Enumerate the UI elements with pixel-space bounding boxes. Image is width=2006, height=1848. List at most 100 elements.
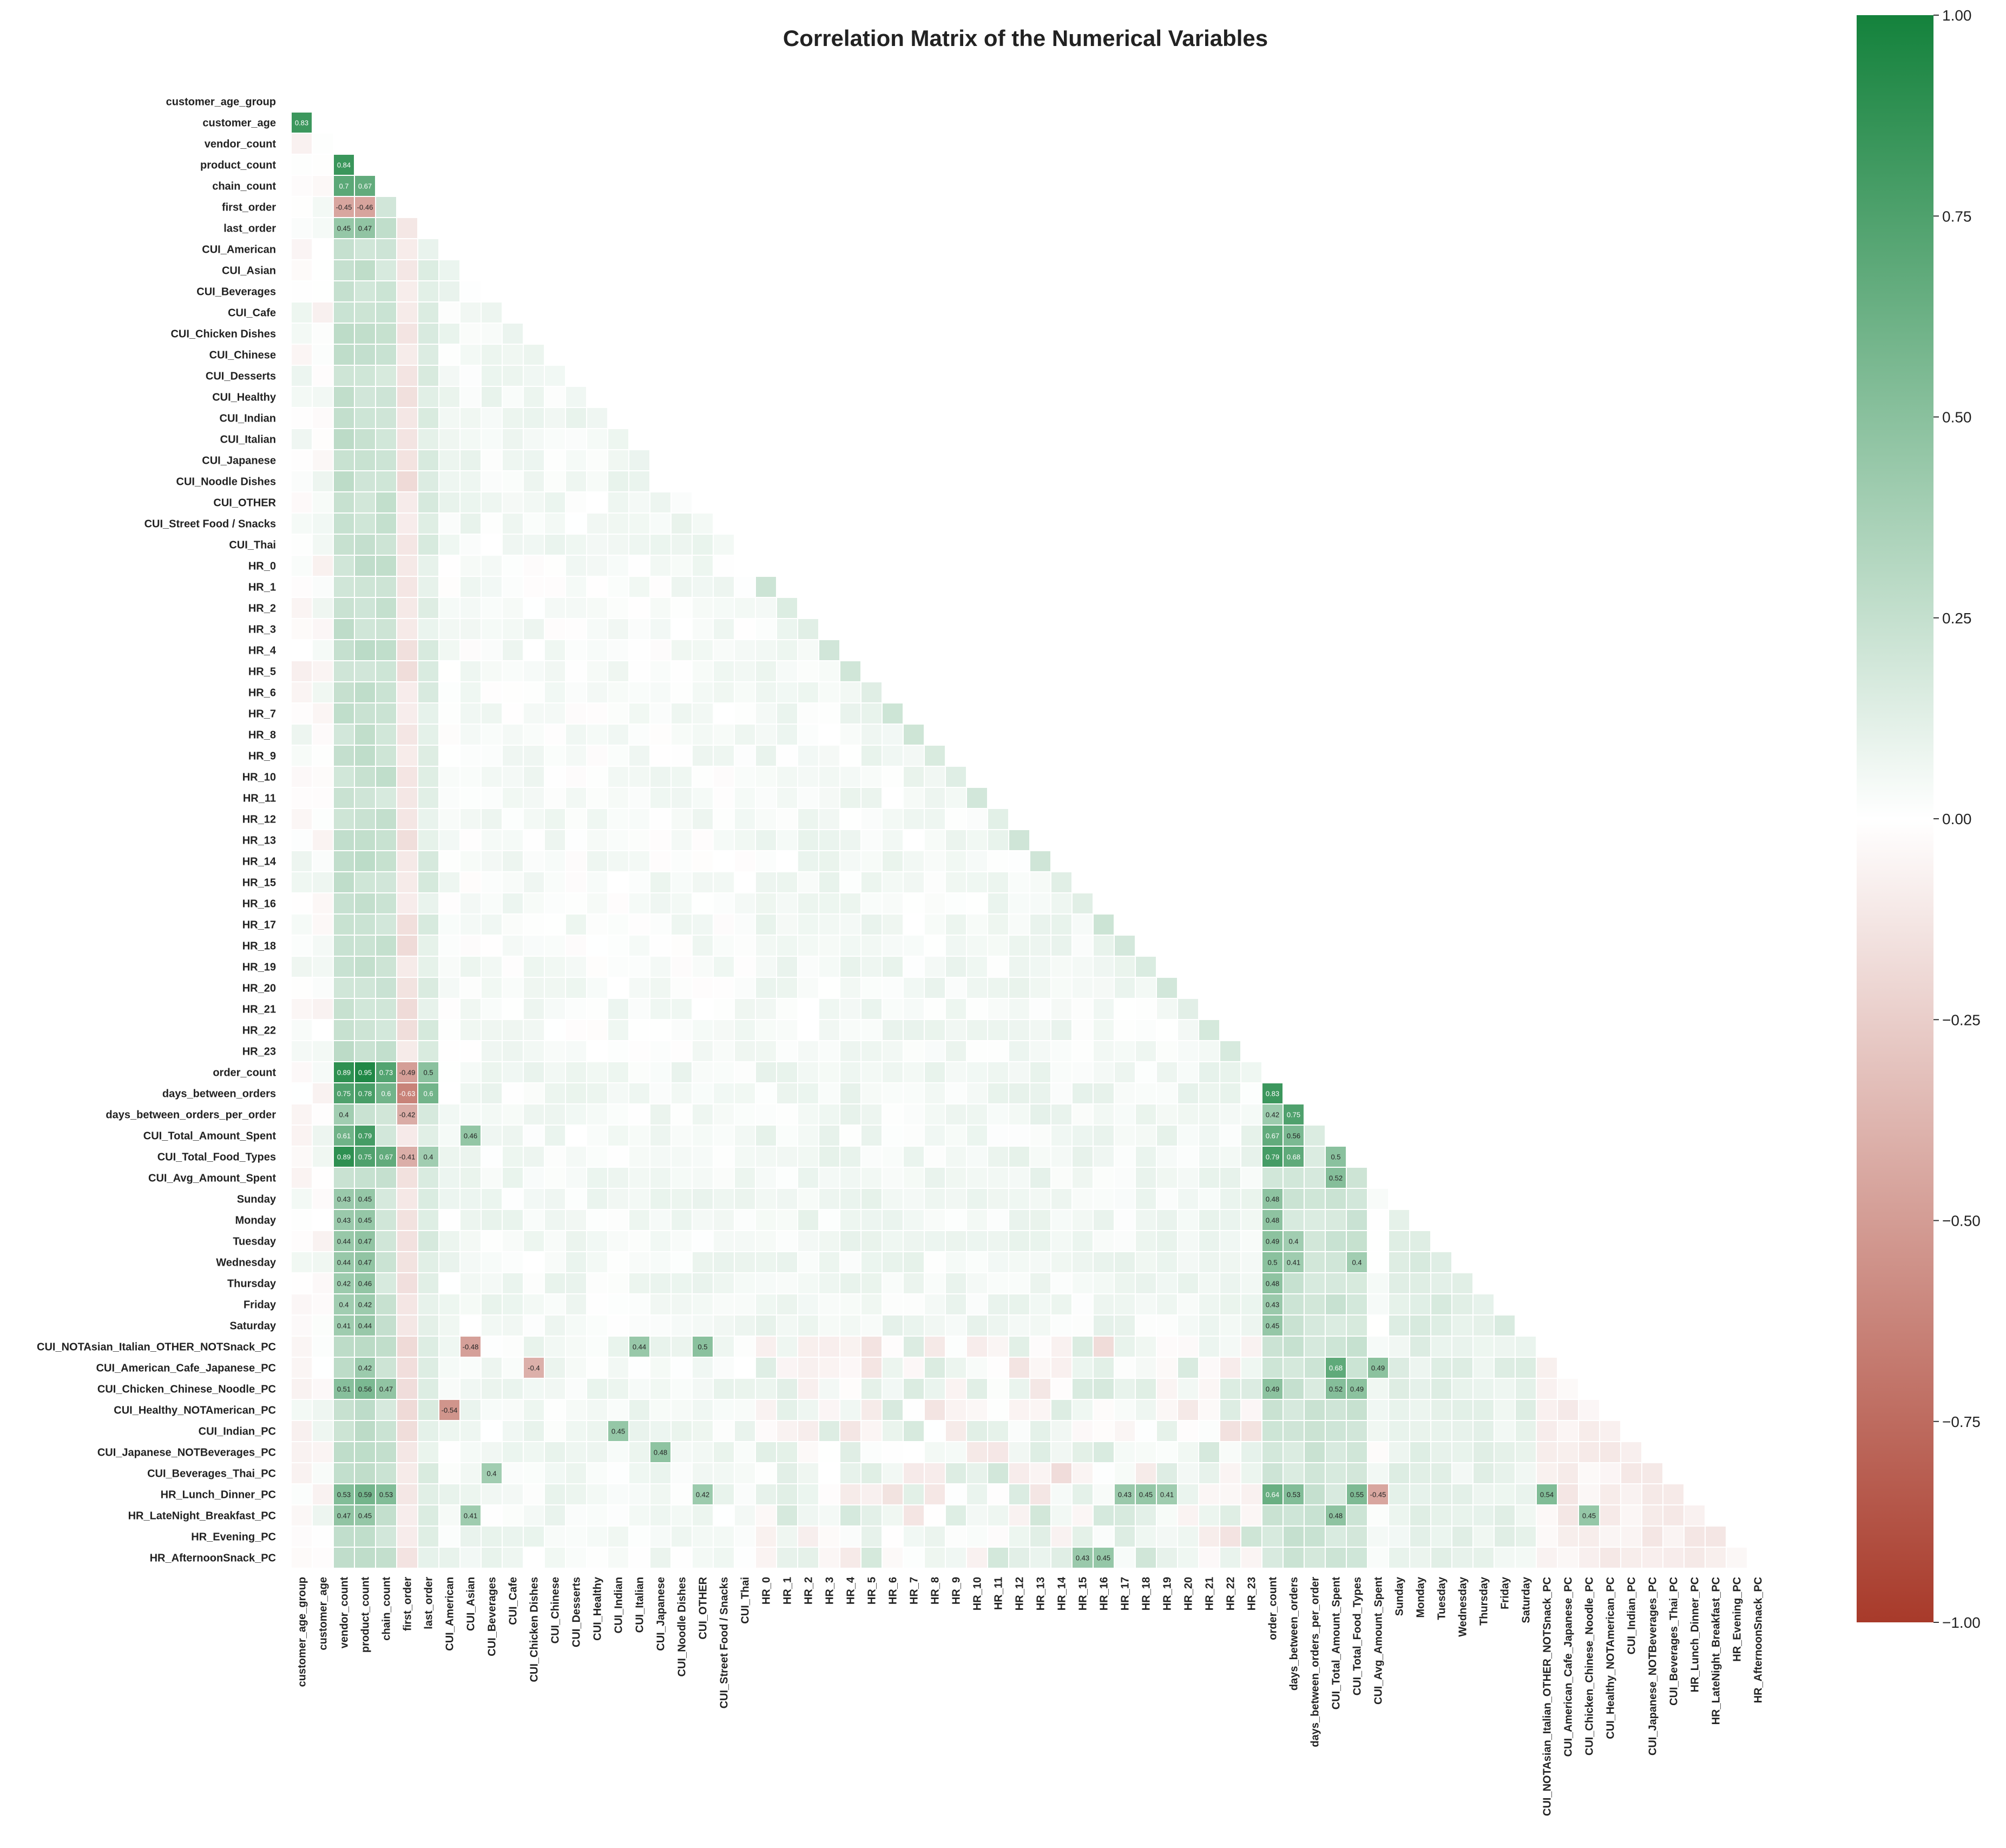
- heatmap-cell: [755, 1251, 777, 1273]
- heatmap-cell: [291, 449, 313, 471]
- heatmap-cell: [607, 1525, 629, 1548]
- column-label-cui-thai: CUI_Thai: [740, 1577, 752, 1624]
- heatmap-cell: [818, 1420, 840, 1442]
- heatmap-cell: [692, 618, 714, 640]
- heatmap-cell: [354, 913, 376, 936]
- heatmap-cell: [924, 1124, 946, 1147]
- heatmap-cell: [776, 829, 798, 851]
- heatmap-cell: [945, 829, 967, 851]
- heatmap-cell: [755, 681, 777, 703]
- heatmap-cell: [628, 1103, 650, 1126]
- heatmap-cell: [903, 1357, 925, 1379]
- heatmap-cell: [903, 892, 925, 915]
- heatmap-cell: [1282, 1209, 1305, 1231]
- heatmap-cell: [438, 1420, 461, 1442]
- heatmap-cell: [734, 1293, 756, 1316]
- heatmap-cell: [333, 1504, 355, 1527]
- heatmap-cell: [649, 702, 672, 725]
- heatmap-cell: [755, 1336, 777, 1358]
- heatmap-cell: [966, 1293, 988, 1316]
- heatmap-cell: [776, 681, 798, 703]
- heatmap-cell: [438, 1019, 461, 1041]
- heatmap-cell: [1029, 871, 1051, 893]
- heatmap-cell: [1156, 1336, 1178, 1358]
- heatmap-cell: [502, 597, 524, 619]
- heatmap-cell: [1240, 1230, 1262, 1252]
- heatmap-cell: [670, 1188, 693, 1210]
- heatmap-cell: [1198, 1124, 1220, 1147]
- heatmap-cell: [375, 386, 397, 408]
- heatmap-cell: [713, 1061, 735, 1083]
- heatmap-cell: [924, 829, 946, 851]
- heatmap-cell: [586, 1547, 608, 1569]
- heatmap-cell: [818, 892, 840, 915]
- heatmap-cell: [1071, 1272, 1094, 1294]
- heatmap-cell: [291, 618, 313, 640]
- heatmap-cell: [1050, 1483, 1073, 1505]
- heatmap-cell: [333, 1441, 355, 1463]
- heatmap-cell: [417, 850, 439, 872]
- heatmap-cell: [544, 1167, 566, 1189]
- heatmap-cell: [565, 534, 587, 556]
- heatmap-cell: [713, 1230, 735, 1252]
- heatmap-cell: [1029, 1103, 1051, 1126]
- heatmap-cell: [1388, 1293, 1410, 1316]
- heatmap-cell: [713, 1019, 735, 1041]
- heatmap-cell: [945, 1336, 967, 1358]
- heatmap-cell: [1282, 1336, 1305, 1358]
- heatmap-cell: [312, 196, 334, 218]
- heatmap-cell: [438, 1188, 461, 1210]
- heatmap-cell: [1029, 1167, 1051, 1189]
- heatmap-cell: [797, 660, 819, 682]
- heatmap-cell: [755, 724, 777, 746]
- heatmap-cell: [924, 1167, 946, 1189]
- heatmap-cell: [903, 787, 925, 809]
- heatmap-cell: [607, 1483, 629, 1505]
- heatmap-cell: [882, 1061, 904, 1083]
- heatmap-cell: [1599, 1504, 1621, 1527]
- heatmap-cell: [1472, 1462, 1495, 1484]
- heatmap-cell: [459, 323, 482, 345]
- heatmap-cell: [903, 1272, 925, 1294]
- heatmap-cell: [860, 1504, 883, 1527]
- row-label-hr-23: HR_23: [242, 1046, 276, 1058]
- heatmap-cell: [1008, 1314, 1030, 1337]
- heatmap-cell: [1198, 1188, 1220, 1210]
- heatmap-cell: [523, 1462, 545, 1484]
- heatmap-cell: [1198, 1230, 1220, 1252]
- heatmap-cell: [354, 555, 376, 577]
- heatmap-cell: [291, 1209, 313, 1231]
- heatmap-cell: [502, 956, 524, 978]
- heatmap-cell: [375, 407, 397, 429]
- heatmap-cell: [818, 1483, 840, 1505]
- heatmap-cell: [333, 829, 355, 851]
- heatmap-cell: [417, 808, 439, 830]
- cell-value-label: 0.53: [337, 1491, 351, 1499]
- cell-value-label: 0.42: [696, 1491, 709, 1499]
- heatmap-cell: [1093, 1019, 1115, 1041]
- heatmap-cell: [1093, 998, 1115, 1020]
- heatmap-cell: [924, 998, 946, 1020]
- heatmap-cell: [903, 766, 925, 788]
- heatmap-cell: [797, 829, 819, 851]
- cell-value-label: 0.41: [1287, 1259, 1300, 1267]
- heatmap-cell: [502, 1462, 524, 1484]
- heatmap-cell: [375, 1462, 397, 1484]
- heatmap-cell: [312, 935, 334, 957]
- heatmap-cell: [818, 913, 840, 936]
- heatmap-cell: [797, 1483, 819, 1505]
- heatmap-cell: [607, 576, 629, 598]
- heatmap-cell: [1008, 850, 1030, 872]
- heatmap-cell: [755, 956, 777, 978]
- heatmap-cell: [692, 892, 714, 915]
- heatmap-cell: [1409, 1525, 1431, 1548]
- row-label-chain-count: chain_count: [212, 181, 276, 193]
- row-label-days-between-orders-per-order: days_between_orders_per_order: [106, 1109, 276, 1121]
- heatmap-cell: [1430, 1251, 1452, 1273]
- row-label-hr-evening-pc: HR_Evening_PC: [191, 1531, 276, 1543]
- cell-value-label: 0.41: [1160, 1491, 1174, 1499]
- heatmap-cell: [1156, 1314, 1178, 1337]
- heatmap-cell: [1156, 1124, 1178, 1147]
- heatmap-cell: [818, 1040, 840, 1062]
- heatmap-cell: [312, 555, 334, 577]
